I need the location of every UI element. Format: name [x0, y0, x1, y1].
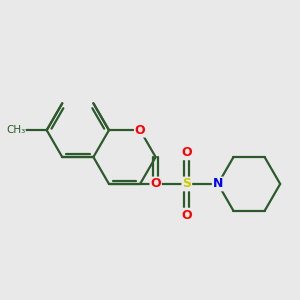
Text: O: O [182, 208, 192, 222]
Text: O: O [135, 124, 146, 137]
Text: CH₃: CH₃ [6, 125, 25, 135]
Text: N: N [213, 178, 223, 190]
Text: S: S [182, 178, 191, 190]
Text: O: O [182, 146, 192, 159]
Text: O: O [150, 178, 161, 190]
